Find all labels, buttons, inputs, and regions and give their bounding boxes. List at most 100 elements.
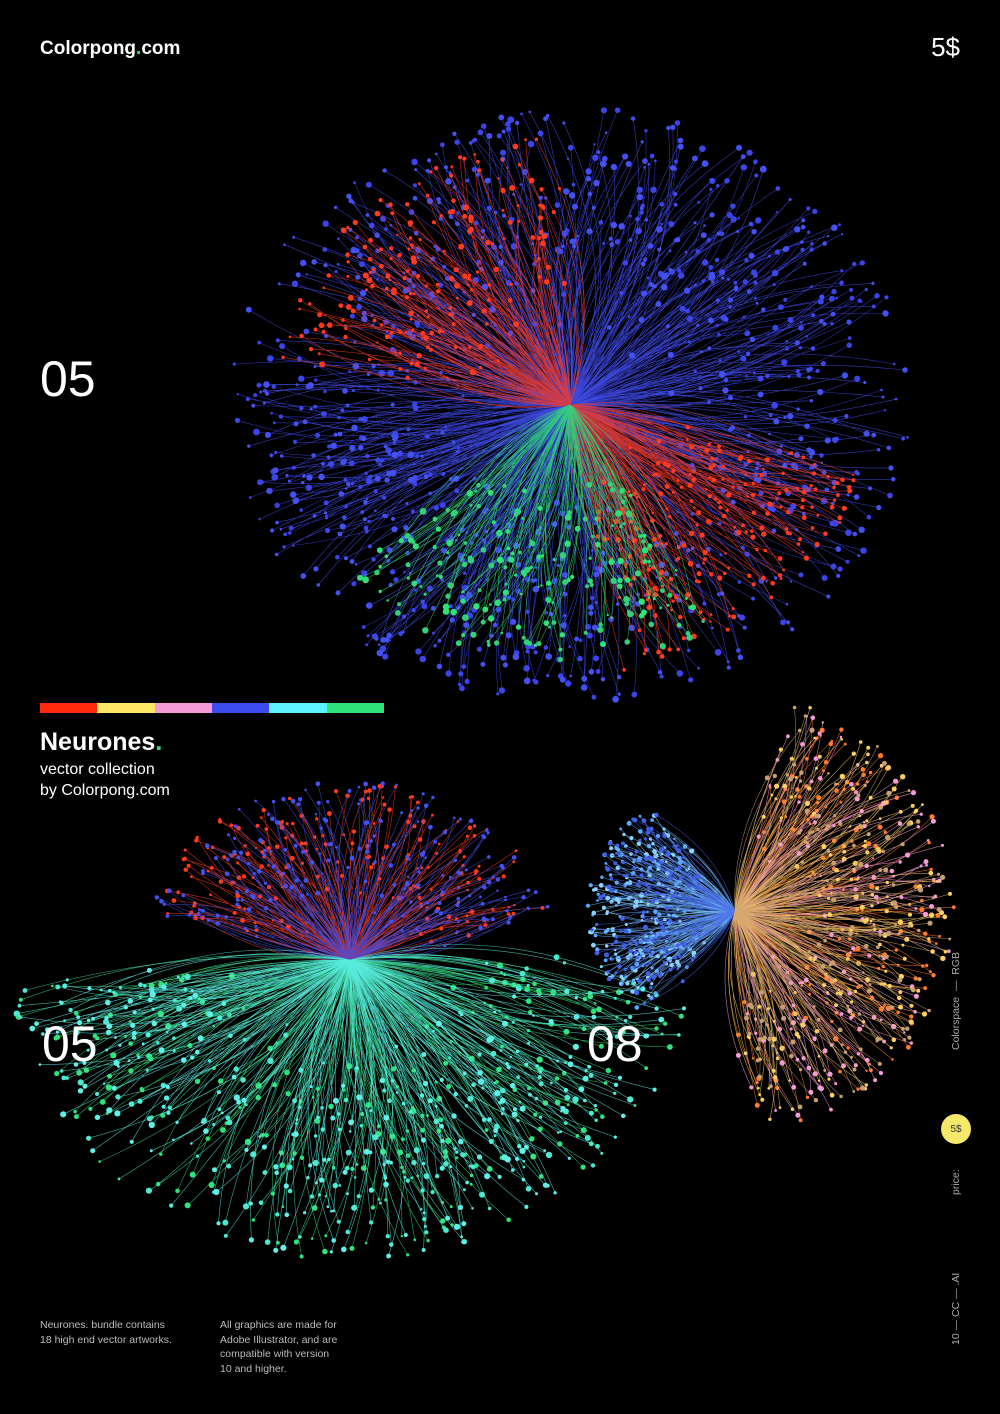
neuron-node (588, 556, 592, 560)
neuron-node (642, 924, 648, 930)
neuron-node (529, 540, 536, 547)
neuron-node (414, 168, 418, 172)
neuron-node (634, 1005, 640, 1010)
neuron-node (584, 1069, 588, 1072)
neuron-node (780, 444, 783, 448)
neuron-node (927, 840, 931, 845)
neuron-node (687, 560, 694, 567)
neuron-node (940, 874, 946, 880)
neuron-node (859, 1085, 866, 1091)
neuron-node (398, 631, 404, 637)
neuron-node (480, 901, 485, 906)
neuron-node (878, 942, 882, 947)
neuron-node (665, 507, 669, 511)
neuron-node (420, 330, 426, 336)
neuron-node (577, 656, 583, 662)
neuron-node (356, 1094, 363, 1101)
neuron-node (857, 962, 861, 966)
neuron-node (306, 893, 309, 896)
neuron-node (882, 310, 889, 317)
neuron-node (269, 453, 274, 458)
neuron-node (659, 654, 665, 659)
neuron-node (82, 1083, 88, 1089)
neuron-node (560, 1105, 566, 1112)
neuron-node (405, 550, 410, 556)
neuron-node (777, 556, 783, 561)
neuron-node (349, 559, 355, 564)
neuron-node (283, 243, 286, 246)
neuron-node (274, 502, 280, 508)
neuron-node (321, 329, 326, 334)
neuron-node (673, 956, 677, 960)
neuron-node (603, 958, 608, 963)
neuron-node (785, 530, 790, 536)
neuron-node (794, 340, 800, 346)
neuron-node (264, 1239, 271, 1245)
neuron-node (786, 510, 791, 515)
neuron-node (455, 221, 460, 227)
neuron-node (654, 472, 659, 477)
neuron-node (651, 934, 655, 937)
neuron-node (486, 639, 490, 644)
neuron-node (440, 430, 445, 435)
neuron-node (849, 295, 855, 301)
neuron-node (183, 867, 188, 872)
neuron-node (629, 214, 632, 218)
neuron-node (647, 543, 653, 549)
neuron-node (298, 375, 305, 382)
neuron-node (326, 1205, 330, 1208)
neuron-node (857, 1012, 861, 1016)
neuron-node (291, 821, 295, 826)
neuron-node (544, 196, 548, 200)
neuron-node (404, 881, 410, 887)
neuron-node (514, 849, 518, 853)
neuron-node (679, 305, 686, 312)
neuron-node (878, 1070, 884, 1076)
neuron-node (436, 197, 441, 202)
neuron-node (402, 276, 407, 281)
neuron-node (765, 511, 771, 516)
neuron-node (798, 436, 804, 442)
neuron-node (440, 889, 444, 893)
neuron-node (919, 907, 925, 913)
price-label: price: (950, 1169, 962, 1195)
neuron-node (598, 1043, 604, 1049)
neuron-node (471, 1082, 476, 1087)
neuron-node (459, 685, 465, 692)
neuron-node (591, 624, 599, 631)
neuron-node (435, 289, 441, 294)
neuron-node (201, 1120, 205, 1124)
neuron-node (258, 518, 261, 521)
neuron-node (438, 328, 443, 334)
neuron-node (281, 796, 286, 802)
neuron-node (499, 1097, 506, 1104)
neuron-node (754, 296, 757, 300)
neuron-node (493, 1010, 497, 1014)
neuron-node (480, 547, 487, 553)
neuron-node (889, 1005, 895, 1010)
neuron-node (627, 610, 634, 618)
neuron-branches (568, 402, 854, 670)
neuron-node (870, 904, 874, 908)
neuron-node (693, 875, 698, 880)
neuron-node (334, 269, 338, 274)
neuron-node (648, 837, 653, 841)
neuron-node (254, 799, 258, 803)
neuron-node (533, 643, 538, 648)
neuron-node (591, 1014, 597, 1020)
neuron-node (909, 1014, 914, 1019)
neuron-node (821, 575, 828, 581)
neuron-node (446, 652, 451, 657)
neuron-node (797, 830, 802, 835)
neuron-node (852, 261, 857, 267)
neuron-node (380, 819, 384, 823)
neuron-node (787, 375, 791, 379)
neuron-node (778, 304, 784, 310)
neuron-node (595, 947, 600, 952)
neuron-node (420, 599, 425, 604)
neuron-node (563, 188, 570, 195)
neuron-node (562, 121, 566, 125)
neuron-node (357, 785, 361, 789)
neuron-node (801, 455, 806, 460)
neuron-node (434, 909, 439, 914)
